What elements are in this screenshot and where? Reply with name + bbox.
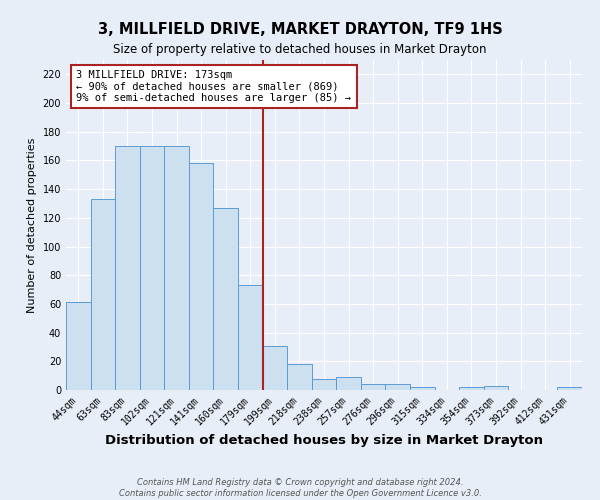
X-axis label: Distribution of detached houses by size in Market Drayton: Distribution of detached houses by size … (105, 434, 543, 447)
Bar (91, 199, 115, 390)
Text: Size of property relative to detached houses in Market Drayton: Size of property relative to detached ho… (113, 42, 487, 56)
Bar (287, 364, 312, 390)
Bar (336, 377, 361, 390)
Bar (140, 146, 164, 390)
Text: 3, MILLFIELD DRIVE, MARKET DRAYTON, TF9 1HS: 3, MILLFIELD DRIVE, MARKET DRAYTON, TF9 … (98, 22, 502, 38)
Text: 3 MILLFIELD DRIVE: 173sqm
← 90% of detached houses are smaller (869)
9% of semi-: 3 MILLFIELD DRIVE: 173sqm ← 90% of detac… (76, 70, 352, 103)
Bar (189, 164, 214, 390)
Y-axis label: Number of detached properties: Number of detached properties (27, 138, 37, 312)
Bar (66, 302, 91, 390)
Bar (385, 384, 410, 390)
Bar (214, 208, 238, 390)
Bar (557, 387, 582, 390)
Bar (361, 384, 385, 390)
Text: Contains HM Land Registry data © Crown copyright and database right 2024.
Contai: Contains HM Land Registry data © Crown c… (119, 478, 481, 498)
Bar (115, 146, 140, 390)
Bar (459, 387, 484, 390)
Bar (484, 386, 508, 390)
Bar (164, 146, 189, 390)
Bar (238, 286, 263, 390)
Bar (263, 346, 287, 390)
Bar (410, 387, 434, 390)
Bar (312, 378, 336, 390)
